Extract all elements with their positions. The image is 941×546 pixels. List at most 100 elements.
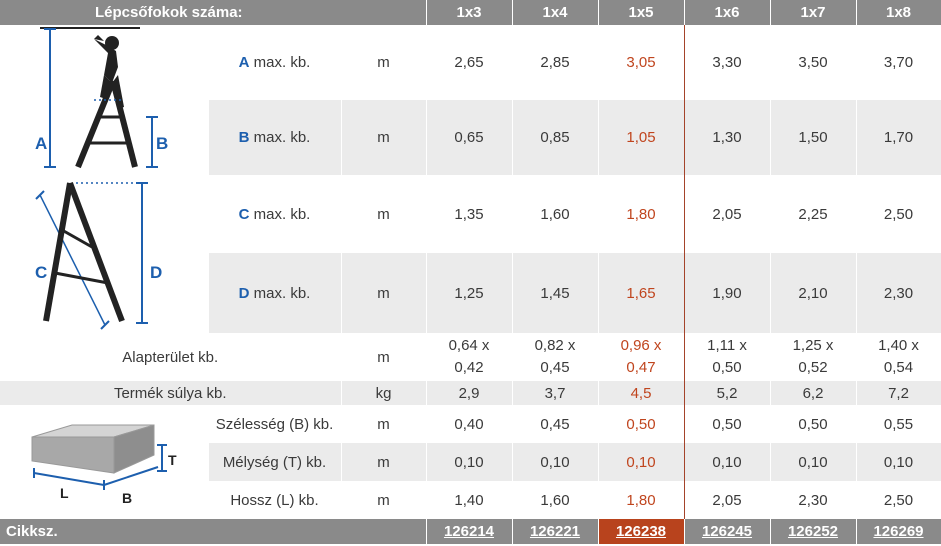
unit-cell: m	[341, 25, 427, 100]
article-code-cell-highlight: 126238	[598, 519, 685, 544]
row-letter: A	[238, 54, 250, 71]
article-code-cell: 126214	[426, 519, 513, 544]
value-cell: 6,2	[770, 381, 857, 405]
dimension-label-d: D	[150, 263, 162, 282]
value-cell: 2,05	[684, 175, 771, 253]
value-cell-highlight: 1,80	[597, 175, 685, 253]
value-cell: 2,05	[684, 481, 771, 519]
value-cell-highlight: 0,50	[597, 405, 685, 443]
article-code-cell: 126221	[512, 519, 599, 544]
row-label-weight: Termék súlya kb.	[0, 381, 342, 405]
value-cell: 2,65	[426, 25, 513, 100]
value-line: 0,64 x	[448, 337, 490, 354]
value-cell: 0,40	[426, 405, 513, 443]
value-cell: 0,10	[426, 443, 513, 481]
unit-cell: m	[341, 405, 427, 443]
value-cell: 0,10	[770, 443, 857, 481]
row-label-text: max. kb.	[249, 205, 311, 223]
article-code-link[interactable]: 126221	[529, 523, 581, 540]
value-cell: 0,82 x 0,45	[512, 333, 599, 381]
footer-row: Cikksz. 126214 126221 126238 126245 1262…	[0, 519, 941, 544]
value-line: 0,50	[712, 359, 742, 376]
steps-header-label: Lépcsőfokok száma:	[0, 0, 427, 25]
box-diagram-cell: T L B	[0, 405, 209, 519]
value-cell: 1,40 x 0,54	[856, 333, 941, 381]
value-cell: 2,50	[856, 481, 941, 519]
row-letter: C	[238, 205, 250, 223]
table-row-weight: Termék súlya kb. kg 2,9 3,7 4,5 5,2 6,2 …	[0, 381, 941, 405]
value-cell: 1,90	[684, 253, 771, 333]
article-code-link[interactable]: 126238	[615, 523, 667, 540]
value-cell: 0,10	[684, 443, 771, 481]
ladder-diagram: A B	[35, 27, 168, 330]
article-code-link[interactable]: 126245	[701, 523, 753, 540]
value-cell: 2,30	[856, 253, 941, 333]
article-code-link[interactable]: 126269	[873, 523, 924, 540]
column-header: 1x4	[512, 0, 599, 25]
value-cell: 2,25	[770, 175, 857, 253]
value-cell-highlight: 1,80	[597, 481, 685, 519]
table-row-a: A B	[0, 25, 941, 333]
row-label-text: max. kb.	[249, 54, 311, 71]
value-cell: 1,25 x 0,52	[770, 333, 857, 381]
value-cell: 1,60	[512, 481, 599, 519]
unit-cell: m	[341, 100, 427, 175]
table-row-area: Alapterület kb. m 0,64 x 0,42 0,82 x 0,45 …	[0, 333, 941, 381]
box-label-t: T	[168, 452, 177, 468]
table-row-width: T L B Szélesség (B) kb. m 0,40 0,45 0,50…	[0, 405, 941, 519]
row-label-width: Szélesség (B) kb.	[208, 405, 342, 443]
unit-cell: m	[341, 333, 427, 381]
unit-cell: m	[341, 253, 427, 333]
row-label-area: Alapterület kb.	[0, 333, 342, 381]
box-label-l: L	[60, 485, 69, 501]
value-line: 1,11 x	[707, 337, 747, 354]
article-code-cell: 126269	[856, 519, 941, 544]
value-cell: 0,64 x 0,42	[426, 333, 513, 381]
dimension-label-a: A	[35, 134, 47, 153]
article-code-link[interactable]: 126252	[787, 523, 839, 540]
table-row-b: B max. kb. m 0,65 0,85 1,05 1,30 1,50 1,…	[0, 100, 941, 175]
value-line: 1,40 x	[878, 337, 919, 354]
value-cell: 2,10	[770, 253, 857, 333]
value-cell: 1,25	[426, 253, 513, 333]
value-cell: 3,50	[770, 25, 857, 100]
table-row-depth: Mélység (T) kb. m 0,10 0,10 0,10 0,10 0,…	[0, 443, 941, 481]
value-cell: 3,30	[684, 25, 771, 100]
article-code-cell: 126252	[770, 519, 857, 544]
row-label-b: B max. kb.	[208, 100, 342, 175]
value-cell: 1,35	[426, 175, 513, 253]
value-cell: 2,9	[426, 381, 513, 405]
value-cell: 1,11 x 0,50	[684, 333, 771, 381]
value-cell: 3,7	[512, 381, 599, 405]
value-line: 0,42	[454, 359, 484, 376]
value-cell-highlight: 3,05	[597, 25, 685, 100]
table-row-c: C max. kb. m 1,35 1,60 1,80 2,05 2,25 2,…	[0, 175, 941, 253]
row-label-c: C max. kb.	[208, 175, 342, 253]
table-row-length: Hossz (L) kb. m 1,40 1,60 1,80 2,05 2,30…	[0, 481, 941, 519]
value-cell: 7,2	[856, 381, 941, 405]
value-line: 0,82 x	[534, 337, 576, 354]
value-cell: 0,10	[856, 443, 941, 481]
row-label-text: max. kb.	[249, 129, 311, 146]
value-line: 0,96 x	[620, 337, 662, 354]
row-label-length: Hossz (L) kb.	[208, 481, 342, 519]
row-letter: D	[238, 284, 250, 302]
value-cell-highlight: 0,96 x 0,47	[597, 333, 685, 381]
value-cell: 1,45	[512, 253, 599, 333]
row-label-text: max. kb.	[249, 284, 311, 302]
package-box-diagram: T L B	[31, 424, 177, 506]
unit-cell: m	[341, 481, 427, 519]
value-cell-highlight: 4,5	[597, 381, 685, 405]
value-cell: 2,50	[856, 175, 941, 253]
value-cell: 1,30	[684, 100, 771, 175]
value-cell: 5,2	[684, 381, 771, 405]
row-label-a: A max. kb.	[208, 25, 342, 100]
value-line: 0,54	[883, 359, 914, 376]
value-line: 0,47	[626, 359, 656, 376]
value-cell: 0,10	[512, 443, 599, 481]
article-code-link[interactable]: 126214	[443, 523, 495, 540]
unit-cell: kg	[341, 381, 427, 405]
value-cell: 0,65	[426, 100, 513, 175]
dimension-label-c: C	[35, 263, 47, 282]
row-label-depth: Mélység (T) kb.	[208, 443, 342, 481]
